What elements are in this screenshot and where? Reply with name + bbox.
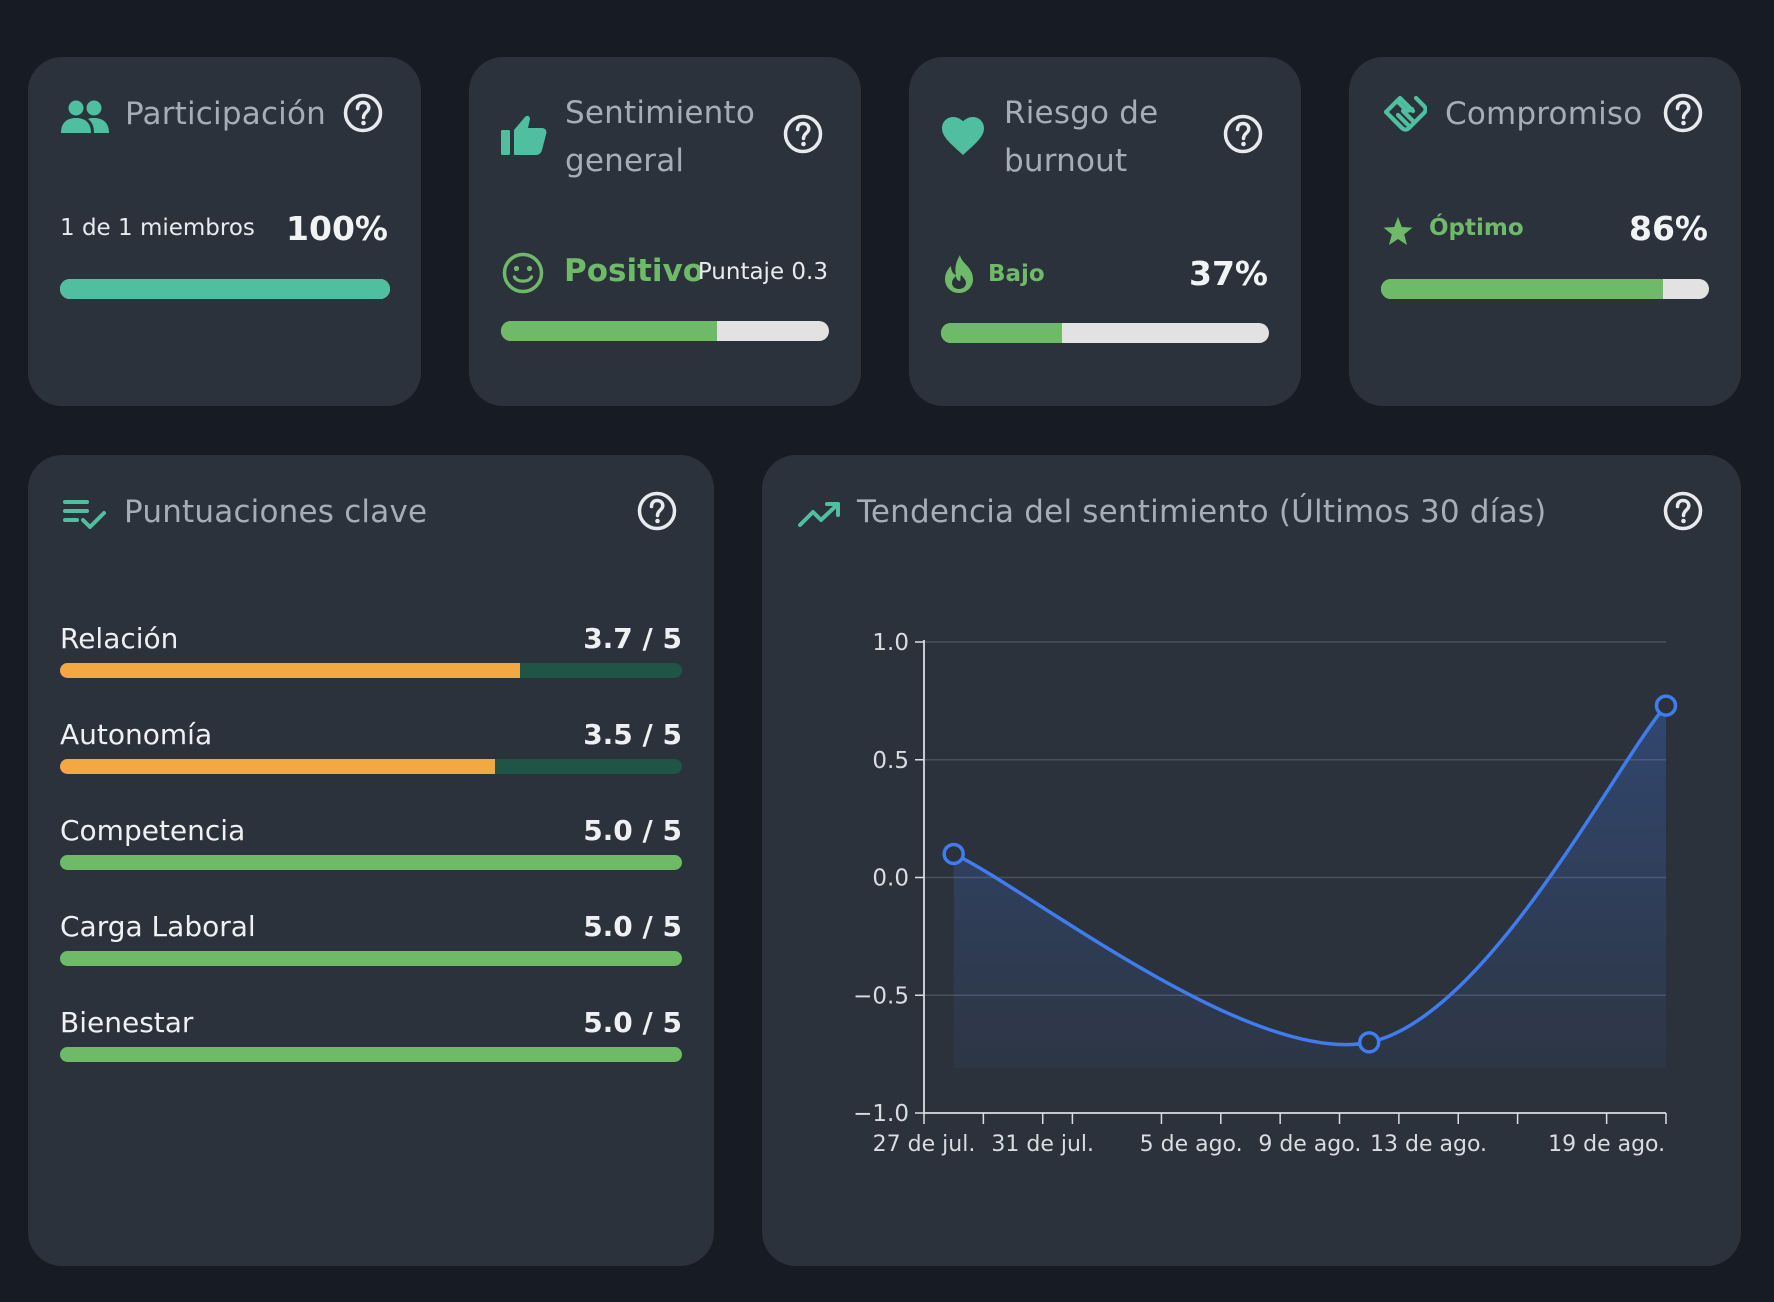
sentiment-progress-fill — [501, 321, 718, 341]
sentiment-score: Puntaje 0.3 — [697, 259, 828, 285]
score-label: Autonomía — [60, 718, 213, 751]
help-icon[interactable] — [1663, 93, 1703, 133]
heart-icon — [942, 117, 984, 155]
data-point — [1357, 1031, 1381, 1054]
participation-card: Participación 1 de 1 miembros 100% — [28, 57, 421, 406]
burnout-status: Bajo — [988, 261, 1045, 287]
y-tick-label: 1.0 — [872, 630, 909, 656]
score-row-autonomia: Autonomía 3.5 / 5 — [60, 718, 682, 778]
score-bar-fill — [60, 1047, 682, 1062]
x-tick-label: 9 de ago. — [1258, 1132, 1361, 1157]
score-bar-fill — [60, 855, 682, 870]
help-icon[interactable] — [343, 93, 383, 133]
commitment-percent: 86% — [1629, 209, 1708, 248]
burnout-title-line1: Riesgo de — [1004, 95, 1159, 131]
y-tick-label: −0.5 — [853, 983, 909, 1009]
data-point — [1654, 694, 1678, 717]
help-icon[interactable] — [637, 491, 677, 531]
burnout-percent: 37% — [1189, 254, 1268, 293]
trend-title: Tendencia del sentimiento (Últimos 30 dí… — [857, 494, 1547, 530]
key-scores-title: Puntuaciones clave — [124, 494, 428, 530]
score-value: 3.5 / 5 — [583, 718, 682, 751]
data-point — [942, 842, 965, 866]
score-row-carga-laboral: Carga Laboral 5.0 / 5 — [60, 910, 682, 970]
sentiment-card: Sentimiento general Positivo Puntaje 0.3 — [469, 57, 861, 406]
help-icon[interactable] — [1663, 491, 1703, 531]
help-icon[interactable] — [783, 114, 823, 154]
participation-progress-fill — [60, 279, 390, 299]
score-bar — [60, 855, 682, 870]
score-bar — [60, 759, 682, 774]
commitment-progress-bar — [1381, 279, 1709, 299]
commitment-status: Óptimo — [1429, 215, 1524, 241]
score-label: Competencia — [60, 814, 246, 847]
participation-title: Participación — [125, 96, 327, 132]
commitment-title: Compromiso — [1445, 96, 1643, 132]
sentiment-trend-chart: 1.0 0.5 0.0 −0.5 −1.0 27 de jul. 31 de jul. 5 d… — [853, 630, 1678, 1157]
burnout-card: Riesgo de burnout Bajo 37% — [909, 57, 1301, 406]
sentiment-status: Positivo — [564, 253, 705, 289]
y-tick-label: −1.0 — [853, 1101, 909, 1127]
commitment-progress-fill — [1381, 279, 1664, 299]
sentiment-title-line2: general — [565, 143, 685, 179]
score-label: Carga Laboral — [60, 910, 256, 943]
score-label: Relación — [60, 622, 179, 655]
handshake-icon — [1383, 95, 1427, 132]
score-value: 5.0 / 5 — [583, 910, 682, 943]
score-value: 5.0 / 5 — [583, 814, 682, 847]
trending-up-icon — [798, 502, 840, 527]
y-tick-label: 0.5 — [872, 748, 909, 774]
score-value: 3.7 / 5 — [583, 622, 682, 655]
score-row-relacion: Relación 3.7 / 5 — [60, 622, 682, 682]
score-value: 5.0 / 5 — [583, 1006, 682, 1039]
x-tick-label: 5 de ago. — [1140, 1132, 1243, 1157]
flame-icon — [945, 255, 973, 293]
series-area — [953, 705, 1666, 1068]
participation-progress-bar — [60, 279, 390, 299]
score-bar-fill — [60, 951, 682, 966]
x-tick-label: 19 de ago. — [1548, 1132, 1665, 1157]
y-tick-label: 0.0 — [872, 866, 909, 892]
people-icon — [61, 100, 109, 133]
score-row-competencia: Competencia 5.0 / 5 — [60, 814, 682, 874]
x-tick-label: 27 de jul. — [873, 1132, 976, 1157]
thumbs-up-icon — [501, 115, 547, 155]
burnout-progress-fill — [941, 323, 1063, 343]
participation-percent: 100% — [286, 209, 388, 248]
star-icon — [1383, 217, 1413, 245]
smiley-icon — [502, 252, 544, 294]
x-tick-label: 13 de ago. — [1370, 1132, 1487, 1157]
commitment-card: Compromiso Óptimo 86% — [1349, 57, 1741, 406]
checklist-icon — [63, 500, 106, 529]
help-icon[interactable] — [1223, 114, 1263, 154]
members-text: 1 de 1 miembros — [60, 215, 255, 241]
burnout-progress-bar — [941, 323, 1269, 343]
score-bar — [60, 1047, 682, 1062]
sentiment-title-line1: Sentimiento — [565, 95, 756, 131]
score-bar — [60, 663, 682, 678]
score-row-bienestar: Bienestar 5.0 / 5 — [60, 1006, 682, 1066]
score-label: Bienestar — [60, 1006, 194, 1039]
x-tick-label: 31 de jul. — [991, 1132, 1094, 1157]
key-scores-card: Puntuaciones clave Relación 3.7 / 5 Auto… — [28, 455, 714, 1266]
score-bar-fill — [60, 663, 521, 678]
burnout-title-line2: burnout — [1004, 143, 1128, 179]
score-bar-fill — [60, 759, 496, 774]
trend-card: Tendencia del sentimiento (Últimos 30 dí… — [762, 455, 1741, 1266]
score-bar — [60, 951, 682, 966]
sentiment-progress-bar — [501, 321, 829, 341]
